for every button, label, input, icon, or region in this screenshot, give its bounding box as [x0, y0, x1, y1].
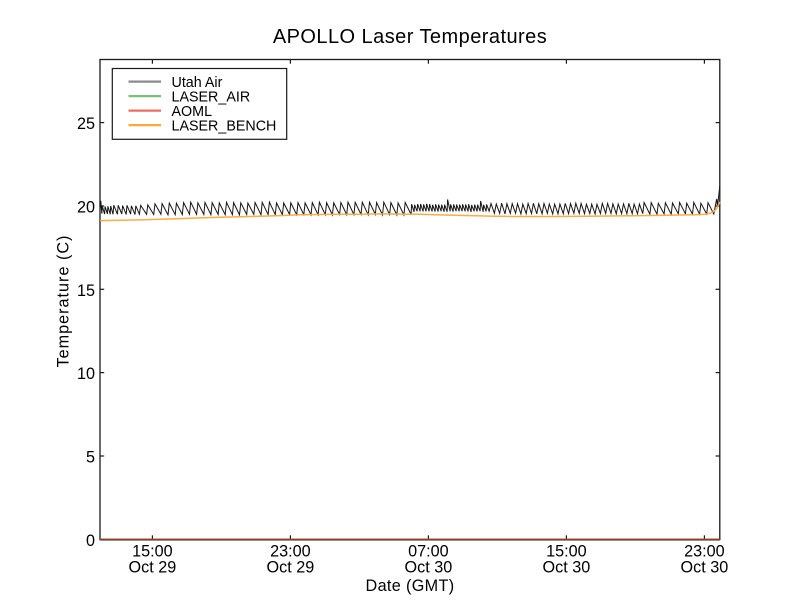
svg-text:Oct 29: Oct 29: [267, 558, 315, 576]
svg-text:23:00: 23:00: [684, 542, 725, 560]
svg-text:5: 5: [86, 449, 95, 467]
svg-text:Oct 30: Oct 30: [543, 558, 591, 576]
svg-text:LASER_BENCH: LASER_BENCH: [172, 118, 277, 134]
svg-text:Temperature (C): Temperature (C): [55, 235, 73, 368]
svg-text:APOLLO Laser Temperatures: APOLLO Laser Temperatures: [273, 26, 547, 48]
svg-text:0: 0: [86, 532, 95, 550]
svg-text:Oct 30: Oct 30: [681, 558, 729, 576]
svg-text:20: 20: [77, 199, 95, 217]
svg-text:AOML: AOML: [172, 104, 213, 120]
svg-text:07:00: 07:00: [408, 542, 449, 560]
svg-text:25: 25: [77, 115, 95, 133]
svg-text:15:00: 15:00: [132, 542, 173, 560]
svg-text:Oct 30: Oct 30: [405, 558, 453, 576]
svg-text:10: 10: [77, 365, 95, 383]
svg-text:15:00: 15:00: [546, 542, 587, 560]
svg-text:LASER_AIR: LASER_AIR: [172, 89, 251, 105]
svg-text:23:00: 23:00: [270, 542, 311, 560]
svg-text:Date (GMT): Date (GMT): [366, 577, 455, 595]
svg-text:15: 15: [77, 282, 95, 300]
svg-text:Oct 29: Oct 29: [129, 558, 177, 576]
svg-text:Utah Air: Utah Air: [172, 75, 223, 91]
